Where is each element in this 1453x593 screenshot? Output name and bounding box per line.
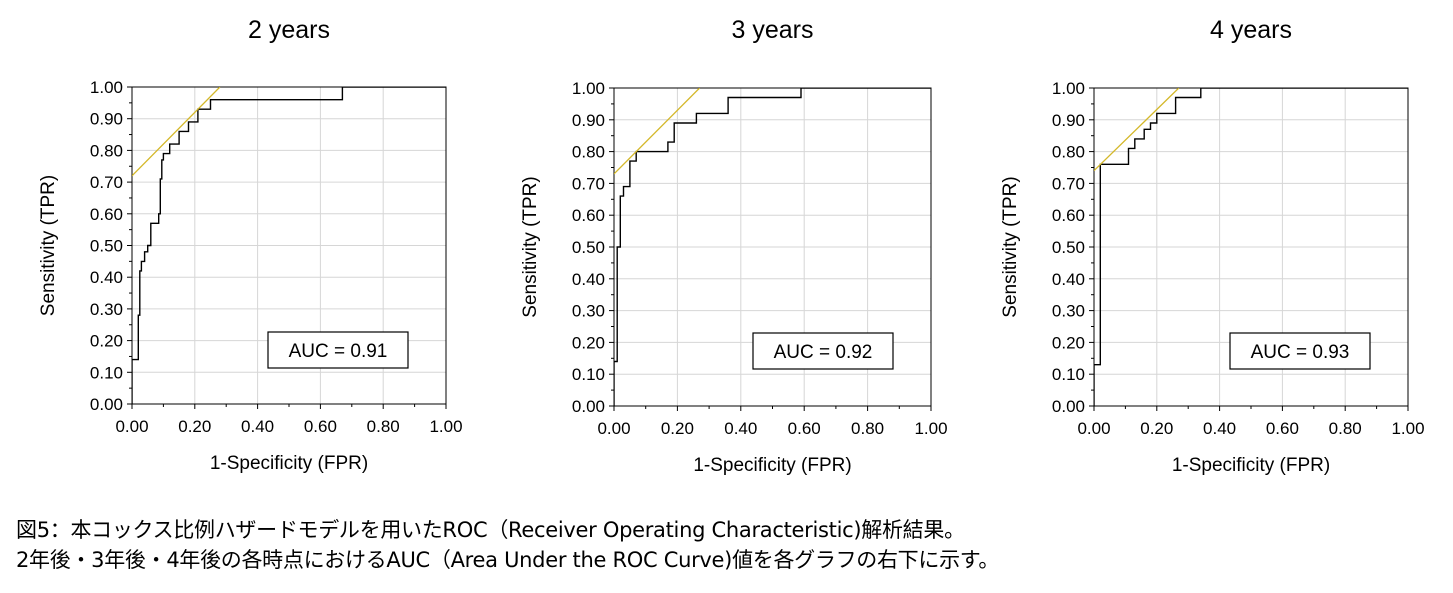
caption-line-2: 2年後・3年後・4年後の各時点におけるAUC（Area Under the RO… — [16, 548, 1000, 572]
x-tick-label: 1.00 — [429, 417, 462, 436]
tangent-line — [132, 87, 221, 177]
y-tick-label: 1.00 — [90, 78, 123, 97]
y-tick-label: 0.00 — [572, 397, 605, 416]
y-tick-label: 0.10 — [572, 365, 605, 384]
auc-box — [1229, 332, 1371, 370]
x-tick-label: 0.00 — [597, 419, 630, 438]
y-tick-label: 0.90 — [90, 110, 123, 129]
auc-box — [752, 332, 894, 370]
x-axis-label: 1-Specificity (FPR) — [210, 453, 368, 474]
roc-chart-3: 4 years 0.00 0.20 0.40 0.60 0.80 1.00 0.00 0.10 0… — [1000, 16, 1425, 476]
x-tick-label: 0.20 — [1140, 419, 1173, 438]
y-tick-label: 0.70 — [90, 173, 123, 192]
x-tick-label: 0.80 — [1329, 419, 1362, 438]
y-tick-label: 0.60 — [90, 205, 123, 224]
y-tick-label: 0.70 — [572, 174, 605, 193]
y-axis-label: Sensitivity (TPR) — [38, 175, 59, 316]
y-tick-label: 0.80 — [90, 141, 123, 160]
x-tick-label: 0.60 — [1266, 419, 1299, 438]
roc-chart-1: 2 years 0.00 0.20 0.40 0.60 0.80 1.00 0.00 0.10 0… — [38, 16, 463, 474]
y-tick-label: 0.70 — [1052, 174, 1085, 193]
roc-curve — [132, 87, 446, 404]
y-tick-label: 1.00 — [572, 79, 605, 98]
x-tick-label: 0.00 — [115, 417, 148, 436]
y-tick-label: 0.30 — [572, 302, 605, 321]
chart-title: 2 years — [248, 16, 330, 44]
x-tick-label: 0.60 — [788, 419, 821, 438]
y-tick-label: 0.90 — [1052, 111, 1085, 130]
tangent-line — [1094, 88, 1180, 172]
roc-chart-2: 3 years 0.00 0.20 0.40 0.60 0.80 1.00 0.00 0.10 0… — [520, 16, 948, 476]
auc-label: AUC = 0.92 — [774, 342, 873, 363]
x-axis-label: 1-Specificity (FPR) — [693, 455, 851, 476]
y-axis-label: Sensitivity (TPR) — [1000, 176, 1021, 317]
auc-label: AUC = 0.91 — [289, 341, 388, 362]
y-tick-label: 0.50 — [90, 237, 123, 256]
x-tick-label: 0.40 — [724, 419, 757, 438]
y-tick-label: 0.50 — [572, 238, 605, 257]
figure-caption: 図5：本コックス比例ハザードモデルを用いたROC（Receiver Operat… — [16, 515, 999, 575]
y-tick-label: 1.00 — [1052, 79, 1085, 98]
roc-charts: 2 years 0.00 0.20 0.40 0.60 0.80 1.00 0.00 0.10 0… — [38, 16, 1425, 476]
y-axis-label: Sensitivity (TPR) — [520, 176, 541, 317]
x-tick-label: 0.60 — [304, 417, 337, 436]
chart-title: 4 years — [1210, 16, 1292, 44]
roc-curve — [1094, 88, 1408, 406]
x-tick-label: 0.80 — [851, 419, 884, 438]
y-tick-label: 0.40 — [572, 270, 605, 289]
y-tick-label: 0.80 — [1052, 143, 1085, 162]
x-tick-label: 0.20 — [178, 417, 211, 436]
y-tick-label: 0.20 — [1052, 333, 1085, 352]
y-tick-label: 0.00 — [1052, 397, 1085, 416]
y-tick-label: 0.60 — [572, 206, 605, 225]
y-tick-label: 0.20 — [90, 332, 123, 351]
y-tick-label: 0.90 — [572, 111, 605, 130]
x-tick-label: 0.40 — [241, 417, 274, 436]
x-tick-label: 1.00 — [1391, 419, 1424, 438]
caption-line-1: 図5：本コックス比例ハザードモデルを用いたROC（Receiver Operat… — [16, 518, 965, 542]
y-tick-label: 0.60 — [1052, 206, 1085, 225]
y-tick-label: 0.40 — [1052, 270, 1085, 289]
chart-title: 3 years — [732, 16, 814, 44]
x-axis-label: 1-Specificity (FPR) — [1172, 455, 1330, 476]
x-tick-label: 0.80 — [367, 417, 400, 436]
x-tick-label: 0.40 — [1203, 419, 1236, 438]
y-tick-label: 0.30 — [1052, 302, 1085, 321]
x-tick-label: 1.00 — [914, 419, 947, 438]
y-tick-label: 0.10 — [1052, 365, 1085, 384]
auc-label: AUC = 0.93 — [1251, 342, 1350, 363]
tangent-line — [614, 88, 701, 175]
y-tick-label: 0.80 — [572, 143, 605, 162]
x-tick-label: 0.00 — [1077, 419, 1110, 438]
auc-box — [267, 331, 409, 369]
y-tick-label: 0.40 — [90, 268, 123, 287]
y-tick-label: 0.10 — [90, 363, 123, 382]
y-tick-label: 0.00 — [90, 395, 123, 414]
y-tick-label: 0.20 — [572, 333, 605, 352]
y-tick-label: 0.50 — [1052, 238, 1085, 257]
x-tick-label: 0.20 — [661, 419, 694, 438]
y-tick-label: 0.30 — [90, 300, 123, 319]
